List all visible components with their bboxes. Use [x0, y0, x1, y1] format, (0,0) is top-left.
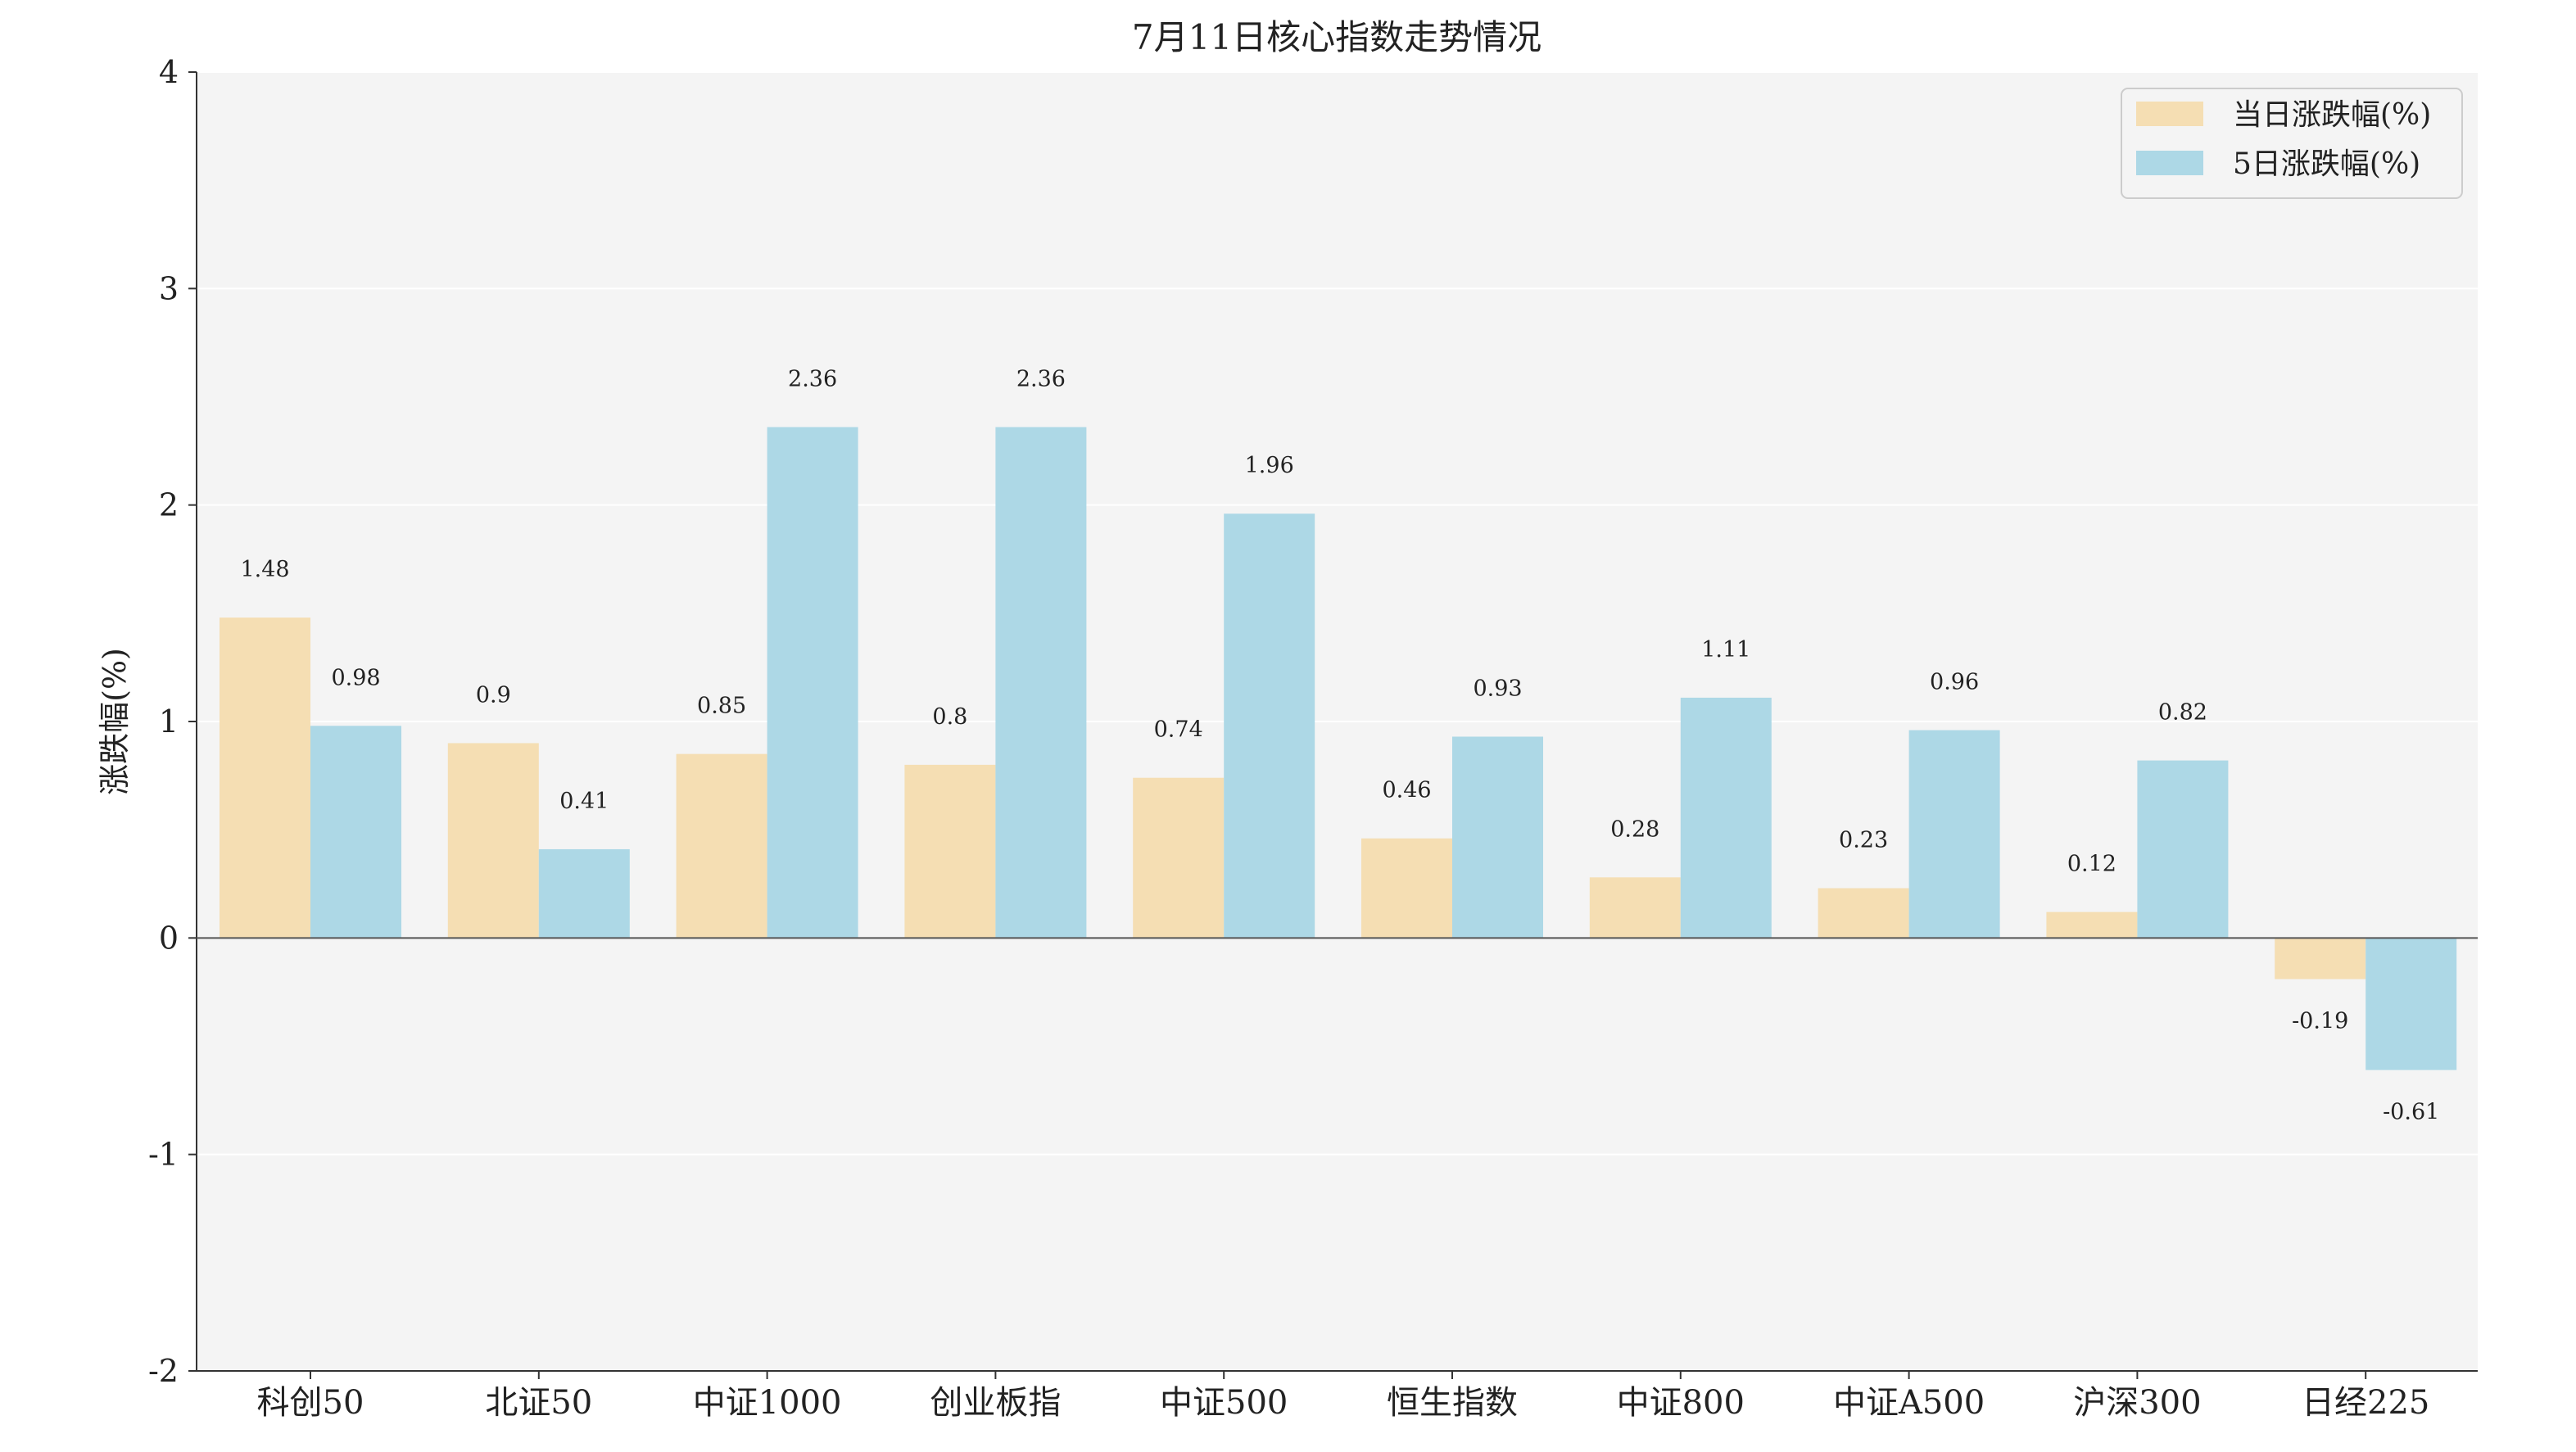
y-axis-label: 涨跌幅(%) — [97, 648, 133, 795]
data-label-series-1: 0.85 — [697, 694, 746, 719]
data-label-series-2: 2.36 — [788, 367, 837, 392]
y-tick-label: 2 — [159, 487, 179, 523]
legend-box — [2121, 88, 2463, 199]
y-tick-label: -1 — [148, 1137, 179, 1173]
data-label-series-2: 1.96 — [1245, 453, 1294, 478]
x-tick-label: 恒生指数 — [1387, 1384, 1518, 1422]
data-label-series-1: 0.8 — [932, 704, 967, 730]
x-tick-label: 创业板指 — [930, 1384, 1061, 1422]
data-label-series-2: 0.93 — [1473, 676, 1522, 702]
bars — [220, 427, 2457, 1070]
bar-series-1 — [904, 764, 996, 939]
y-tick-label: -2 — [148, 1353, 179, 1389]
x-tick-label: 日经225 — [2302, 1384, 2429, 1422]
x-tick-label: 中证500 — [1160, 1384, 1288, 1422]
data-label-series-1: 1.48 — [240, 557, 289, 582]
legend: 当日涨跌幅(%) 5日涨跌幅(%) — [2121, 88, 2463, 199]
data-label-series-2: 2.36 — [1016, 367, 1066, 392]
data-label-series-2: 0.82 — [2158, 700, 2207, 726]
data-label-series-1: 0.74 — [1154, 717, 1203, 743]
chart-title: 7月11日核心指数走势情况 — [1132, 17, 1542, 57]
bar-series-2 — [767, 427, 858, 939]
data-label-series-1: 0.9 — [476, 682, 511, 708]
bar-series-1 — [2046, 911, 2138, 939]
bar-series-2 — [1224, 513, 1315, 939]
data-label-series-2: 0.98 — [331, 665, 380, 690]
bar-series-2 — [995, 427, 1087, 939]
bar-series-1 — [447, 743, 539, 939]
bar-series-1 — [2275, 938, 2366, 979]
data-label-series-2: 0.41 — [559, 789, 609, 814]
data-label-series-2: 0.96 — [1930, 670, 1979, 695]
x-tick-label: 北证50 — [485, 1384, 592, 1422]
bar-series-2 — [1908, 730, 2000, 939]
bar-series-1 — [220, 617, 310, 939]
x-tick-label: 中证1000 — [693, 1384, 842, 1422]
data-label-series-1: 0.46 — [1382, 778, 1431, 803]
bar-series-1 — [1818, 888, 1909, 939]
data-label-series-1: 0.28 — [1610, 816, 1659, 842]
bar-series-2 — [2137, 760, 2229, 939]
data-label-series-1: -0.19 — [2292, 1009, 2348, 1034]
bar-series-2 — [1680, 697, 1772, 939]
legend-label-series-2: 5日涨跌幅(%) — [2233, 147, 2420, 181]
bar-series-2 — [538, 848, 630, 939]
y-tick-label: 1 — [159, 703, 179, 740]
bar-series-2 — [310, 726, 401, 939]
bar-series-1 — [1589, 877, 1681, 939]
x-tick-label: 沪深300 — [2073, 1384, 2201, 1422]
data-label-series-2: -0.61 — [2383, 1100, 2439, 1125]
data-label-series-2: 1.11 — [1701, 637, 1750, 663]
data-label-series-1: 0.12 — [2067, 852, 2116, 877]
x-tick-label: 中证A500 — [1833, 1384, 1985, 1422]
bar-series-1 — [1133, 777, 1225, 939]
axes: -2 -1 0 1 2 3 4 科创50 北证50 中证1000 创业板指 中证500 恒生指数 中证80… — [148, 54, 2478, 1422]
bar-series-2 — [1452, 736, 1543, 939]
x-tick-label: 中证800 — [1617, 1384, 1745, 1422]
legend-swatch-series-2 — [2136, 151, 2203, 175]
data-label-series-1: 0.23 — [1839, 828, 1888, 853]
y-tick-label: 4 — [159, 54, 179, 90]
legend-swatch-series-1 — [2136, 102, 2203, 126]
x-tick-label: 科创50 — [257, 1384, 364, 1422]
bar-series-1 — [1361, 838, 1452, 939]
bar-series-1 — [676, 753, 767, 939]
data-labels: 1.48 0.9 0.85 0.8 0.74 0.46 0.28 0.23 0.12 -0.19 0… — [240, 367, 2439, 1125]
y-tick-label: 3 — [159, 270, 179, 306]
legend-label-series-1: 当日涨跌幅(%) — [2233, 98, 2431, 132]
y-tick-label: 0 — [159, 920, 179, 956]
bar-series-2 — [2365, 938, 2457, 1070]
